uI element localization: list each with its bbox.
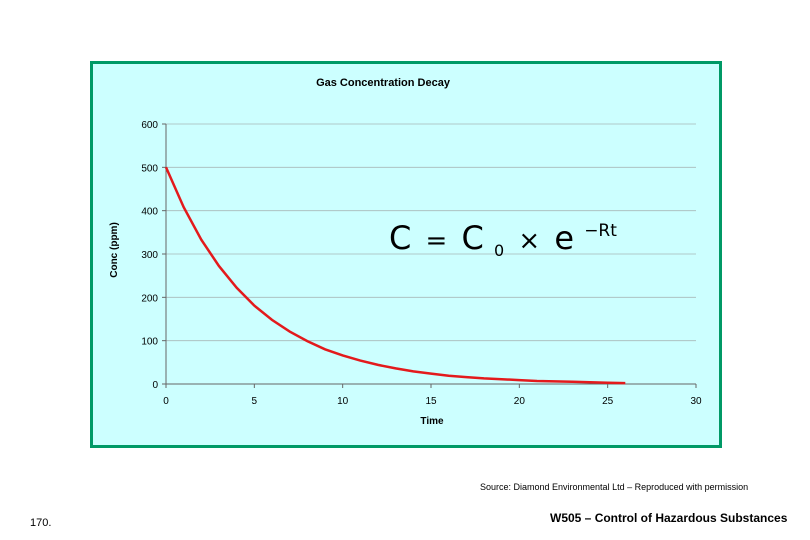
x-tick-label-20: 20 xyxy=(514,396,526,407)
x-tick-label-25: 25 xyxy=(602,396,614,407)
equation-lhs: C xyxy=(389,219,411,257)
y-tick-label-300: 300 xyxy=(141,250,158,261)
equation-c0: C xyxy=(461,219,483,257)
equation-e: e xyxy=(554,219,574,257)
x-tick-label-5: 5 xyxy=(252,396,258,407)
y-tick-label-100: 100 xyxy=(141,337,158,348)
axes xyxy=(162,123,697,388)
x-tick-label-15: 15 xyxy=(425,396,437,407)
x-tick-label-10: 10 xyxy=(337,396,349,407)
course-title: W505 – Control of Hazardous Substances xyxy=(550,511,788,525)
slide-number: 170. xyxy=(30,517,52,529)
y-tick-label-400: 400 xyxy=(141,207,158,218)
equation-equals: = xyxy=(426,226,448,256)
chart-frame: Gas Concentration Decay Conc (ppm) Time … xyxy=(90,61,722,448)
y-tick-label-0: 0 xyxy=(152,380,158,391)
y-axis-label: Conc (ppm) xyxy=(109,222,120,278)
y-tick-label-200: 200 xyxy=(141,293,158,304)
equation-exponent: −Rt xyxy=(584,221,617,241)
equation-times: × xyxy=(518,226,540,256)
decay-equation: C = C 0 × e −Rt xyxy=(389,219,617,264)
chart-title: Gas Concentration Decay xyxy=(316,77,451,89)
y-tick-label-500: 500 xyxy=(141,163,158,174)
tick-labels: 0 100 200 300 400 500 600 0 5 10 15 20 25 30 xyxy=(141,120,702,407)
equation-subscript: 0 xyxy=(494,241,504,260)
grid-lines xyxy=(166,123,696,342)
x-tick-label-30: 30 xyxy=(690,396,702,407)
decay-chart: Gas Concentration Decay Conc (ppm) Time … xyxy=(109,77,702,427)
x-tick-label-0: 0 xyxy=(163,396,169,407)
series-line-concentration xyxy=(164,166,626,385)
y-tick-label-600: 600 xyxy=(141,120,158,131)
x-axis-label: Time xyxy=(420,416,444,427)
source-credit: Source: Diamond Environmental Ltd – Repr… xyxy=(480,482,749,492)
